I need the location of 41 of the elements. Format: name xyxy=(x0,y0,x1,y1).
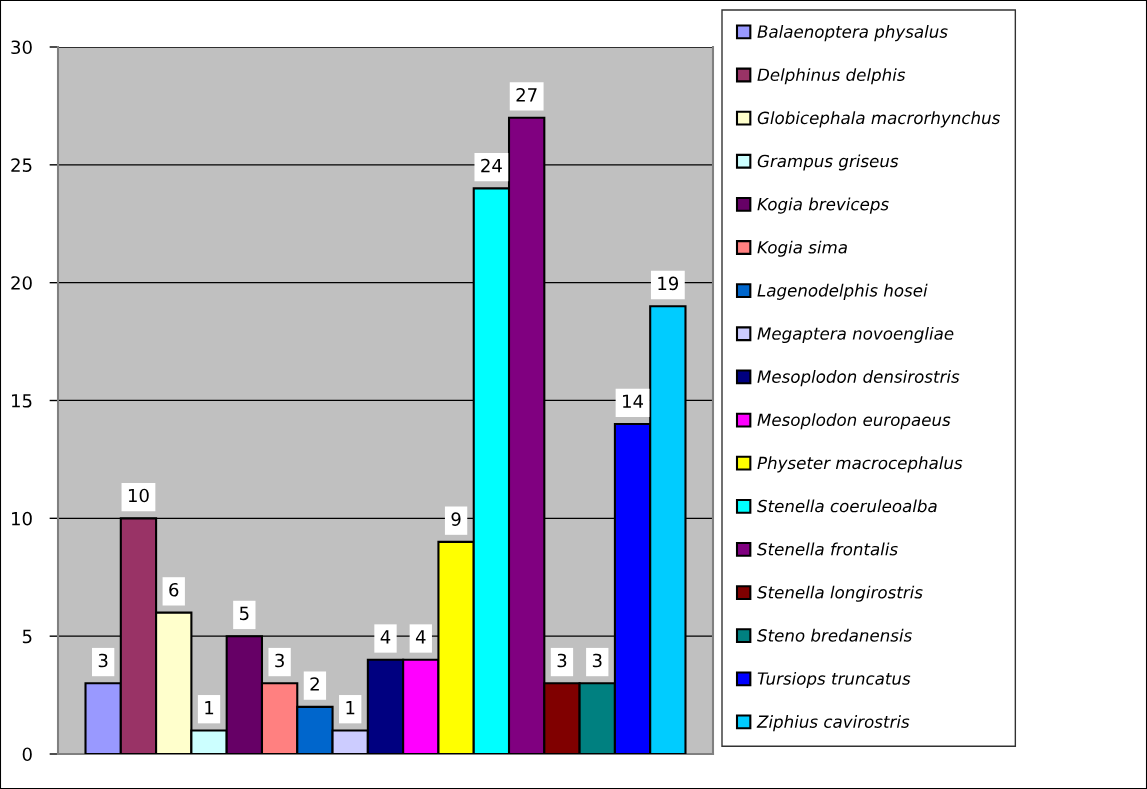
data-label: 4 xyxy=(380,630,391,644)
legend-label: Mesoplodon densirostris xyxy=(757,370,960,387)
legend-label: Lagenodelphis hosei xyxy=(757,283,928,300)
legend-label: Stenella frontalis xyxy=(757,542,898,556)
data-label: 4 xyxy=(415,630,426,644)
y-tick-label: 0 xyxy=(22,747,32,762)
data-label: 3 xyxy=(275,653,284,668)
legend-label: Megaptera novoengliae xyxy=(757,326,954,344)
data-label: 3 xyxy=(592,653,602,668)
data-label: 2 xyxy=(310,677,319,691)
data-label: 3 xyxy=(98,653,108,668)
legend-label: Delphinus delphis xyxy=(757,68,906,85)
legend-label: Stenella coeruleoalba xyxy=(757,499,937,513)
y-tick-label: 15 xyxy=(12,394,32,408)
data-label: 3 xyxy=(557,653,567,668)
y-tick-label: 30 xyxy=(11,40,32,55)
data-label: 9 xyxy=(451,512,461,526)
legend-label: Ziphius cavirostris xyxy=(756,715,910,732)
legend-label: Balaenoptera physalus xyxy=(757,25,948,42)
data-label: 1 xyxy=(346,701,355,715)
y-tick-label: 25 xyxy=(11,158,32,172)
data-label: 27 xyxy=(516,88,537,102)
legend-label: Mesoplodon europaeus xyxy=(757,413,951,430)
data-label: 19 xyxy=(658,276,679,291)
legend-label: Steno bredanensis xyxy=(757,628,912,642)
data-label: 5 xyxy=(239,606,249,621)
legend-label: Kogia breviceps xyxy=(757,197,889,214)
legend-label: Grampus griseus xyxy=(757,154,899,171)
data-label: 10 xyxy=(128,488,149,503)
legend-label: Stenella longirostris xyxy=(757,585,923,602)
legend-label: Globicephala macrorhynchus xyxy=(757,111,1000,128)
y-tick-label: 5 xyxy=(22,629,32,644)
data-label: 14 xyxy=(623,394,644,408)
y-tick-label: 20 xyxy=(11,276,32,290)
data-label: 6 xyxy=(169,582,179,597)
data-label: 24 xyxy=(481,158,502,173)
y-tick-label: 10 xyxy=(12,511,32,526)
legend-label: Tursiops truncatus xyxy=(757,671,911,689)
legend-label: Kogia sima xyxy=(757,240,847,257)
legend-label: Physeter macrocephalus xyxy=(757,456,963,473)
data-label: 1 xyxy=(205,701,214,715)
